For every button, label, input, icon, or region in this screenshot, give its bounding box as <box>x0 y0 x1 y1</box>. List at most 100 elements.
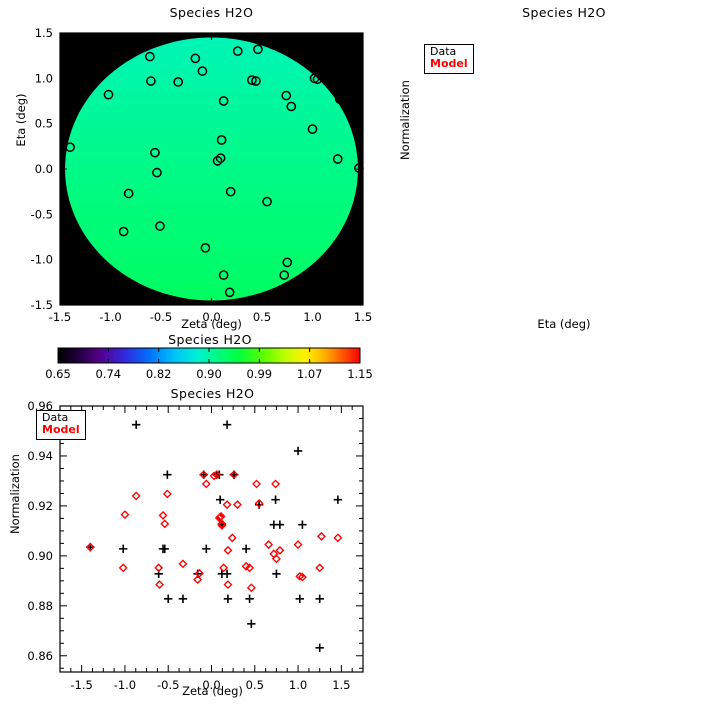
model-point-diamond <box>315 563 325 573</box>
map-marker-circle <box>152 167 162 178</box>
map-marker-circle <box>286 101 297 112</box>
data-point-plus <box>298 520 307 529</box>
legend-data-label: Data <box>42 411 69 424</box>
series-data <box>86 420 343 652</box>
map-marker-circle <box>190 53 201 64</box>
colorbar-tick-label: 0.99 <box>247 367 273 381</box>
map-marker-circle <box>150 147 160 158</box>
model-point-diamond <box>118 563 128 573</box>
ytick-label: 0.94 <box>27 449 53 463</box>
data-point-plus <box>241 544 251 554</box>
map-marker-circle <box>307 124 318 134</box>
data-point-plus <box>247 619 256 628</box>
eta-xaxis-label: Eta (deg) <box>537 317 591 331</box>
map-ticks <box>59 32 364 306</box>
map-marker-circle <box>312 74 323 85</box>
data-point-plus <box>223 594 233 604</box>
colorbar-ticks <box>107 348 311 363</box>
legend-model-label: Model <box>430 57 468 71</box>
map-marker-circle <box>215 153 226 163</box>
zeta-legend: Data Model <box>36 410 86 440</box>
model-point-diamond <box>85 542 95 552</box>
map-ytick-label: -1.0 <box>31 253 53 267</box>
model-point-diamond <box>252 479 261 489</box>
data-point-plus <box>178 594 188 604</box>
ytick-label: 0.96 <box>27 399 53 413</box>
map-marker-circle <box>145 51 155 62</box>
model-point-diamond <box>264 540 274 550</box>
map-ytick-label: -0.5 <box>31 207 53 221</box>
model-point-diamond <box>194 568 204 578</box>
model-point-diamond <box>212 470 222 480</box>
data-point-plus <box>245 594 254 604</box>
model-point-diamond <box>216 511 226 521</box>
data-point-plus <box>164 594 173 604</box>
xtick-label: -1.0 <box>114 678 136 692</box>
data-point-plus <box>160 544 169 554</box>
map-marker-circle <box>225 186 236 197</box>
map-disc <box>65 37 358 301</box>
map-marker-circle <box>200 243 211 253</box>
map-marker-group <box>65 44 364 298</box>
model-point-diamond <box>293 540 303 550</box>
model-point-diamond <box>178 559 188 569</box>
model-point-diamond <box>131 491 141 501</box>
plot-background <box>60 406 363 672</box>
map-xtick-label: -0.5 <box>150 310 172 324</box>
data-point-plus <box>271 495 280 504</box>
map-marker-circle <box>253 44 263 55</box>
colorbar-title: Species H2O <box>168 332 252 347</box>
model-point-diamond <box>162 489 172 499</box>
map-marker-circle <box>65 142 75 153</box>
data-point-plus <box>131 420 141 429</box>
map-marker-circle <box>155 221 165 231</box>
model-point-diamond <box>199 470 209 480</box>
model-point-diamond <box>120 510 130 520</box>
data-point-plus <box>315 643 324 652</box>
data-point-plus <box>222 420 232 429</box>
data-point-plus <box>202 544 211 554</box>
map-ytick-label: 1.5 <box>35 26 53 40</box>
eta-legend: Data Model <box>424 44 474 74</box>
legend-model-label: Model <box>42 423 80 437</box>
colorbar: Species H2O 0.65 0.74 0.82 0.90 0.99 1.07 1.15 <box>0 330 400 392</box>
map-marker-circle <box>279 270 290 280</box>
ytick-label: 0.88 <box>27 599 53 613</box>
model-point-diamond <box>271 554 281 564</box>
map-marker-circle <box>197 66 208 76</box>
ytick-label: 0.86 <box>27 649 53 663</box>
model-point-diamond <box>158 510 168 520</box>
model-point-diamond <box>297 572 307 582</box>
eta-panel-title: Species H2O <box>522 5 606 20</box>
data-point-plus <box>118 544 128 554</box>
eta-yaxis-label: Normalization <box>398 80 412 160</box>
map-xtick-label: -1.5 <box>49 310 71 324</box>
map-xtick-label: 0.5 <box>253 310 271 324</box>
map-xtick-label: 1.0 <box>303 310 321 324</box>
colorbar-tick-label: 0.65 <box>45 367 71 381</box>
map-marker-circle <box>103 89 114 100</box>
map-marker-circle <box>251 76 261 86</box>
series-model <box>85 470 343 593</box>
map-marker-circle <box>224 287 235 298</box>
data-point-plus <box>293 446 303 456</box>
colorbar-svg: 0.65 0.74 0.82 0.90 0.99 1.07 1.15 <box>45 347 373 381</box>
axis-ticks <box>59 405 364 672</box>
map-marker-circle <box>218 96 229 106</box>
xtick-label: 1.0 <box>289 678 307 692</box>
colorbar-tick-label: 1.07 <box>297 367 323 381</box>
colorbar-tick-label: 0.74 <box>96 367 122 381</box>
model-point-diamond <box>245 563 255 573</box>
zeta-xaxis-label: Zeta (deg) <box>182 684 243 698</box>
model-point-diamond <box>154 563 164 573</box>
data-point-plus <box>272 569 281 579</box>
data-point-plus <box>333 495 343 504</box>
model-point-diamond <box>254 498 264 508</box>
model-point-diamond <box>223 545 233 555</box>
model-point-diamond <box>217 520 227 530</box>
model-point-diamond <box>275 545 285 555</box>
legend-data-label: Data <box>430 45 457 58</box>
map-marker-circle <box>212 155 223 166</box>
map-marker-circle <box>118 226 129 237</box>
colorbar-tick-label: 0.90 <box>196 367 222 381</box>
